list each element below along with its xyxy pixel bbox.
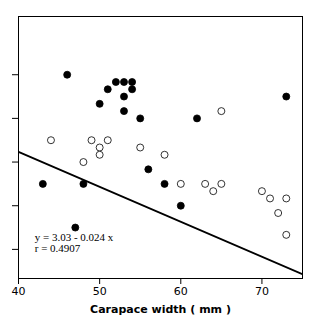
svg-text:70: 70 [255, 285, 269, 298]
svg-text:Carapace width ( mm ): Carapace width ( mm ) [90, 303, 231, 316]
svg-text:y = 3.03 - 0.024 xr = 0.4907: y = 3.03 - 0.024 xr = 0.4907 [35, 231, 114, 254]
svg-text:40: 40 [12, 285, 26, 298]
svg-text:60: 60 [174, 285, 188, 298]
svg-text:50: 50 [93, 285, 107, 298]
